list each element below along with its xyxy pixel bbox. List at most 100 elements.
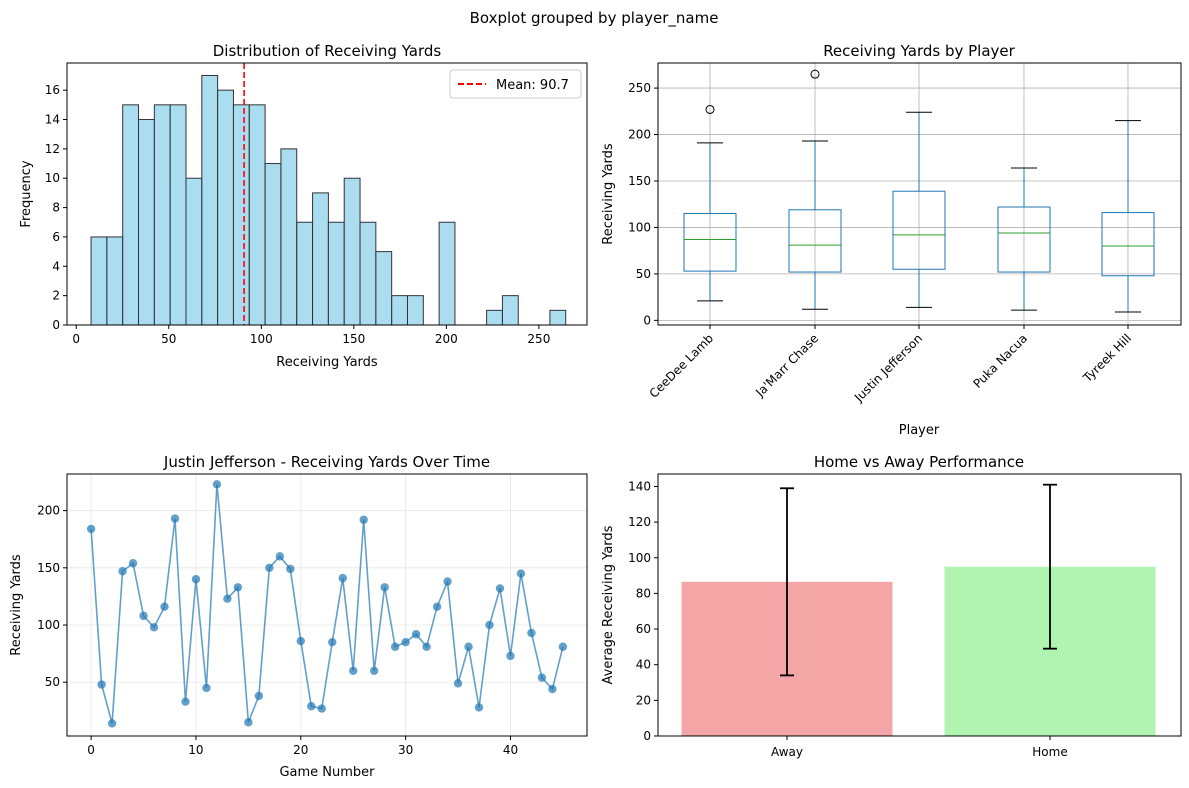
y-tick-label: 50: [636, 267, 651, 281]
series-point: [212, 480, 222, 489]
line-grid: [67, 474, 587, 736]
bar-ylabel: Average Receiving Yards: [601, 525, 616, 684]
line-title: Justin Jefferson - Receiving Yards Over …: [163, 453, 490, 471]
series-point: [233, 583, 243, 592]
x-tick-label: 0: [72, 332, 80, 346]
series-point: [516, 569, 526, 578]
series-point: [296, 636, 305, 646]
box-body: [892, 190, 946, 270]
x-tick-label: 250: [527, 332, 550, 346]
y-tick-label: 16: [45, 83, 60, 97]
bar-marks: [681, 483, 1156, 736]
x-tick-label: Tyreek Hill: [1080, 331, 1134, 385]
y-tick-label: 60: [636, 622, 651, 636]
line-ylabel: Receiving Yards: [9, 554, 24, 656]
legend-mean-label: Mean: 90.7: [496, 78, 569, 93]
x-tick-label: CeeDee Lamb: [647, 331, 717, 401]
series-point: [160, 602, 169, 611]
series-point: [443, 577, 452, 586]
y-tick-label: 200: [628, 128, 651, 142]
y-tick-label: 20: [636, 693, 651, 707]
series-point: [307, 702, 316, 711]
histogram-bar: [343, 177, 361, 326]
series-point: [474, 703, 484, 712]
x-tick-label: Justin Jefferson: [851, 331, 925, 405]
boxplot-panel: Receiving Yards by Player 0 50 100 150 200 25…: [601, 42, 1182, 438]
series-point: [317, 704, 326, 713]
histogram-bar: [90, 236, 108, 326]
series-point: [338, 573, 347, 583]
y-tick-label: 0: [643, 729, 651, 743]
series-point: [349, 666, 358, 675]
bar-frame: [657, 473, 1182, 737]
series-point: [401, 637, 410, 647]
series-point: [170, 514, 180, 523]
histogram-ticks: 0 50 100 150 200 250 0 2 4 6 8 10 12 14 16: [45, 83, 551, 346]
series-line: [90, 484, 564, 724]
series-point: [558, 642, 568, 651]
histogram-xlabel: Receiving Yards: [276, 355, 378, 370]
line-frame: [66, 473, 588, 737]
series-point: [254, 691, 264, 701]
histogram-panel: Distribution of Receiving Yards 0 50 100 15…: [19, 42, 588, 370]
series-point: [86, 524, 96, 534]
bar-ticks: Away Home 0 20 40 60 80 100 120 140: [628, 479, 1068, 759]
y-tick-label: 250: [628, 81, 651, 95]
histogram-bar: [486, 309, 503, 326]
y-tick-label: 200: [37, 504, 60, 518]
series-point: [265, 563, 274, 573]
boxplot-ticks: 0 50 100 150 200 250 CeeDee Lamb Ja'Marr Chase J…: [628, 81, 1134, 405]
series-point: [107, 719, 117, 728]
x-tick-label: 50: [161, 332, 176, 346]
histogram-bar: [501, 295, 519, 326]
series-point: [453, 679, 463, 688]
box-body: [997, 206, 1051, 273]
series-point: [181, 697, 190, 706]
figure-title: Boxplot grouped by player_name: [470, 9, 719, 28]
histogram-bar: [106, 236, 124, 326]
series-point: [548, 684, 557, 694]
series-point: [149, 623, 159, 632]
x-tick-label: 100: [250, 332, 273, 346]
histogram-bar: [153, 104, 171, 326]
series-point: [128, 559, 138, 568]
line-xlabel: Game Number: [279, 765, 375, 780]
x-tick-label: 40: [503, 743, 518, 757]
box-body: [683, 213, 737, 272]
series-point: [275, 552, 285, 561]
series-point: [411, 629, 421, 639]
series-point: [464, 642, 473, 651]
histogram-bar: [312, 192, 329, 326]
histogram-bar: [248, 104, 266, 326]
y-tick-label: 8: [52, 201, 60, 215]
y-tick-label: 150: [37, 561, 60, 575]
y-tick-label: 2: [52, 289, 60, 303]
histogram-bars: [90, 63, 567, 326]
boxplot-boxes: [683, 69, 1155, 313]
histogram-bar: [296, 221, 314, 326]
boxplot-ylabel: Receiving Yards: [601, 143, 616, 245]
y-tick-label: 14: [45, 113, 60, 127]
histogram-bar: [169, 104, 187, 326]
histogram-bar: [406, 295, 424, 326]
x-tick-label: 20: [293, 743, 308, 757]
x-tick-label: 150: [342, 332, 365, 346]
bar-panel: Home vs Away Performance Away Home 0 20 40 60…: [601, 453, 1182, 759]
histogram-frame: [66, 62, 588, 326]
series-point: [244, 718, 253, 727]
y-tick-label: 0: [643, 313, 651, 327]
boxplot-xlabel: Player: [899, 423, 940, 438]
histogram-ylabel: Frequency: [19, 160, 34, 227]
series-point: [485, 620, 494, 630]
histogram-bar: [232, 104, 250, 326]
series-point: [202, 683, 211, 693]
legend-box: [449, 69, 582, 99]
series-point: [191, 575, 201, 584]
series-point: [390, 642, 400, 651]
box-body: [1101, 212, 1155, 277]
x-tick-label: 10: [188, 743, 203, 757]
series-point: [380, 583, 389, 592]
histogram-bar: [122, 104, 140, 326]
histogram-bar: [264, 163, 282, 326]
y-tick-label: 40: [636, 658, 651, 672]
